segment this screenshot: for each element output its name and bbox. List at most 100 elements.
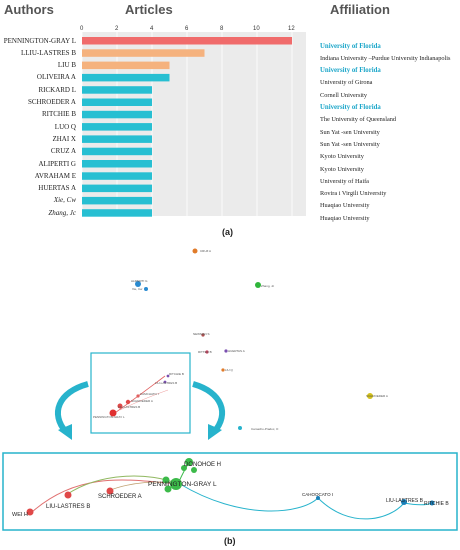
bar — [82, 73, 170, 82]
inset-label-pennington: PENNINGTON-GRAY L — [93, 415, 125, 419]
bar — [82, 196, 152, 205]
author-label: RICKARD L — [38, 85, 76, 94]
left-arrow-icon — [54, 381, 89, 434]
inset-node-ritchie — [166, 374, 170, 378]
network-node-cruz — [192, 248, 198, 254]
bar — [82, 160, 152, 168]
label-wei: WEI H — [12, 512, 28, 518]
x-tick-label: 10 — [253, 26, 260, 32]
left-arrow-head-icon — [58, 424, 72, 440]
network-inset-box — [90, 352, 191, 434]
network-node-xie — [144, 287, 148, 291]
bar — [82, 98, 152, 106]
network-node-zhang — [255, 282, 261, 288]
author-label: SCHROEDER A — [27, 98, 76, 106]
inset-node-schroeder — [125, 399, 131, 405]
bar — [82, 135, 152, 143]
articles-header: Articles — [125, 2, 173, 17]
label-liu-lastres-left: LIU-LASTRES B — [46, 504, 90, 510]
inset-node-camchato — [136, 394, 140, 398]
x-tick-label: 8 — [220, 26, 224, 32]
affiliation-label: Rovira i Virgili University — [320, 190, 387, 198]
bar — [82, 123, 152, 131]
edge-wei-pennington — [31, 479, 179, 513]
network-node-aliperti — [135, 281, 141, 287]
edge-camchato-liu — [317, 497, 405, 520]
bar — [82, 37, 292, 45]
network-node-ritter — [205, 350, 209, 354]
network-label-newman: NEWMAN S — [193, 332, 210, 336]
network-node-liuq — [221, 368, 225, 372]
network-label-zhang: Zhang, Jc — [261, 284, 275, 288]
label-donohoe: DONOHOE H — [184, 462, 221, 468]
node-donohoe — [185, 458, 193, 466]
network-label-ritter: RITTER B — [198, 350, 212, 354]
inset-node-liu-2 — [117, 403, 123, 409]
affiliation-label: Cornell University — [320, 91, 368, 99]
affiliation-label: The University of Queensland — [320, 116, 397, 124]
network-label-aliperti: ALIPERTI G — [131, 279, 148, 283]
affiliation-label: Sun Yat -sen University — [320, 128, 380, 136]
affiliation-label: University of Florida — [320, 104, 381, 111]
bar — [82, 49, 205, 57]
bar — [82, 61, 170, 70]
author-label: LIU B — [57, 61, 76, 70]
affiliation-label: University of Florida — [320, 42, 381, 50]
x-tick-label: 6 — [185, 26, 189, 32]
affiliation-label: Sun Yat -sen University — [320, 140, 380, 148]
affiliation-label: University of Haifa — [320, 177, 369, 185]
bar — [82, 86, 152, 94]
network-label-schroeder-scatter: SCHROEDER A — [366, 394, 388, 398]
network-node-newman — [201, 333, 205, 337]
edge-pennington-camchato — [179, 483, 319, 512]
inset-label-ritchie: RITCHIE B — [169, 372, 184, 376]
label-liu-lastres-right: LIU-LASTRES B — [386, 498, 424, 504]
author-label: AVRAHAM E — [34, 171, 76, 180]
x-tick-label: 2 — [115, 26, 119, 32]
author-label: Xie, Cw — [53, 196, 76, 205]
network-node-huertas — [224, 349, 228, 353]
node-liu-lastres-right — [401, 499, 407, 505]
inset-node-pennington — [109, 409, 117, 417]
node-donohoe-3 — [191, 467, 197, 473]
x-tick-label: 4 — [150, 26, 154, 32]
node-ritchie — [429, 500, 435, 506]
chart-bars — [82, 37, 292, 217]
network-label-cruz: CRUZ A — [200, 249, 211, 253]
author-label: Zhang, Jc — [48, 208, 76, 217]
inset-node-liu-1 — [163, 380, 167, 384]
node-wei — [26, 508, 34, 516]
inset-label-camchato: CAMCHATO I — [140, 392, 159, 396]
author-label: HUERTAS A — [38, 184, 76, 193]
bar — [82, 110, 152, 119]
x-tick-label: 0 — [80, 26, 84, 32]
affiliation-label: Huaqiao University — [320, 202, 370, 210]
author-label: ZHAI X — [52, 134, 76, 143]
label-camchato: CAHOOCATO I — [302, 492, 333, 497]
bar — [82, 209, 152, 217]
affiliation-label: University of Florida — [320, 67, 381, 75]
bar — [82, 147, 152, 156]
panel-label-a: (a) — [222, 227, 233, 237]
affiliation-label: Indiana University –Purdue University In… — [320, 54, 451, 62]
right-arrow-head-icon — [208, 424, 222, 440]
affiliation-header: Affiliation — [330, 2, 390, 17]
author-label: LLIU-LASTRES B — [20, 48, 76, 57]
node-pennington-3 — [164, 485, 172, 493]
node-donohoe-2 — [181, 465, 187, 471]
x-tick-label: 12 — [288, 26, 295, 32]
bar — [82, 172, 152, 180]
inset-label-liu-1: LIU-LASTRES B — [155, 381, 177, 385]
network-label-xie: Xie, Cw — [132, 287, 143, 291]
affiliation-label: Huaqiao University — [320, 214, 370, 222]
node-camchato — [316, 496, 320, 500]
network-zoom-box — [2, 452, 458, 531]
network-label-liuq: LIU Q — [225, 368, 234, 372]
affiliation-label: University of Girona — [320, 79, 373, 87]
inset-label-schroeder: SCHROEDER A — [131, 399, 153, 403]
network-label-huertas: HUERTAS A — [228, 349, 245, 353]
inset-label-liu-2: LIU-LASTRES B — [118, 405, 140, 409]
node-schroeder — [106, 487, 114, 495]
